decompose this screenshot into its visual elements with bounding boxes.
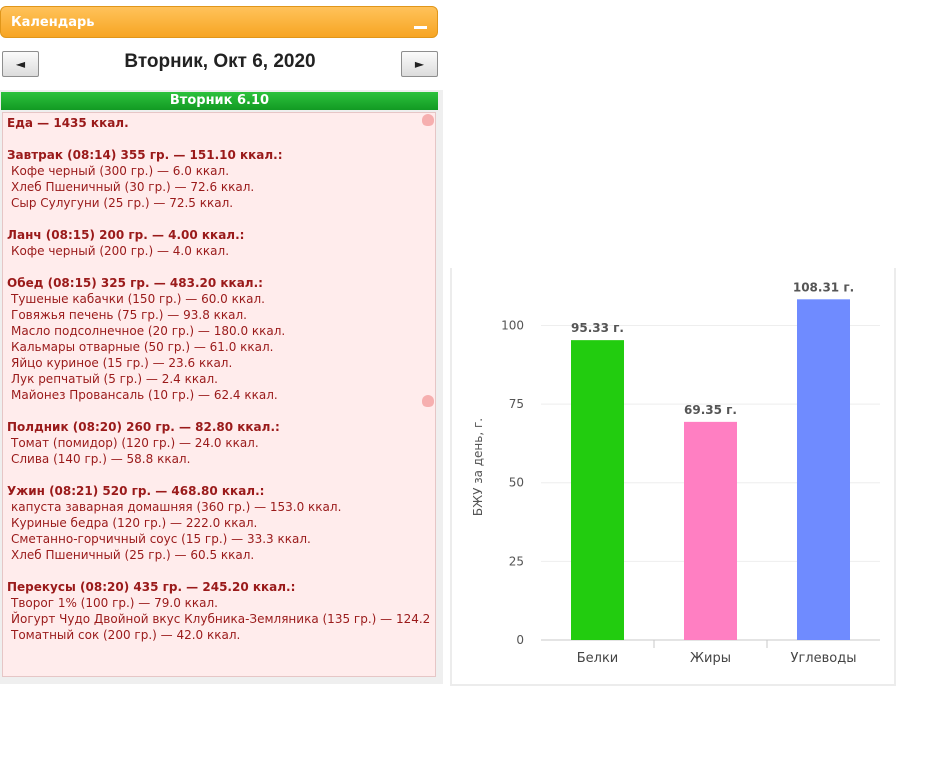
macros-chart: 0 25 50 75 100 БЖУ за день, г. 95.33 г. Белки 69…: [450, 268, 896, 686]
meal-header: Полдник (08:20) 260 гр. — 82.80 ккал.:: [7, 420, 280, 434]
meal-header: Ужин (08:21) 520 гр. — 468.80 ккал.:: [7, 484, 265, 498]
macros-bar-chart: 0 25 50 75 100 БЖУ за день, г. 95.33 г. Белки 69…: [471, 280, 880, 666]
meal-header: Перекусы (08:20) 435 гр. — 245.20 ккал.:: [7, 580, 296, 594]
food-item: капуста заварная домашняя (360 гр.) — 15…: [11, 500, 342, 514]
food-item: Масло подсолнечное (20 гр.) — 180.0 ккал…: [11, 324, 286, 338]
food-item: Кофе черный (200 гр.) — 4.0 ккал.: [11, 244, 230, 258]
meal-header: Обед (08:15) 325 гр. — 483.20 ккал.:: [7, 276, 263, 290]
day-bar: Вторник 6.10: [1, 92, 438, 110]
food-item: Хлеб Пшеничный (25 гр.) — 60.5 ккал.: [11, 548, 255, 562]
food-item: Хлеб Пшеничный (30 гр.) — 72.6 ккал.: [11, 180, 255, 194]
food-log-content: Еда — 1435 ккал. Завтрак (08:14) 355 гр.…: [7, 115, 435, 643]
food-item: Яйцо куриное (15 гр.) — 23.6 ккал.: [11, 356, 233, 370]
spacer: [7, 403, 435, 419]
food-item: Томат (помидор) (120 гр.) — 24.0 ккал.: [11, 436, 259, 450]
spacer: [7, 259, 435, 275]
data-label: 108.31 г.: [793, 280, 854, 294]
food-item: Лук репчатый (5 гр.) — 2.4 ккал.: [11, 372, 218, 386]
spacer: [7, 131, 435, 147]
food-item: Куриные бедра (120 гр.) — 222.0 ккал.: [11, 516, 258, 530]
bar-1: [571, 340, 624, 640]
y-tick-label: 100: [501, 318, 524, 332]
data-label: 95.33 г.: [571, 321, 624, 335]
food-item: Кальмары отварные (50 гр.) — 61.0 ккал.: [11, 340, 274, 354]
prev-day-button[interactable]: ◄: [2, 51, 39, 77]
food-item: Йогурт Чудо Двойной вкус Клубника-Землян…: [11, 612, 431, 626]
y-tick-label: 50: [509, 476, 524, 490]
food-total: Еда — 1435 ккал.: [7, 116, 129, 130]
spacer: [7, 211, 435, 227]
y-axis-label: БЖУ за день, г.: [471, 418, 485, 516]
day-panel: Вторник 6.10 Еда — 1435 ккал. Завтрак (0…: [0, 90, 443, 684]
food-item: Сметанно-горчичный соус (15 гр.) — 33.3 …: [11, 532, 311, 546]
spacer: [7, 467, 435, 483]
current-date: Вторник, Окт 6, 2020: [124, 51, 316, 72]
y-tick-label: 75: [509, 397, 524, 411]
date-navigation: ◄ Вторник, Окт 6, 2020 ►: [0, 40, 443, 90]
spacer: [7, 563, 435, 579]
x-tick-label: Жиры: [690, 651, 731, 666]
bar-2: [684, 421, 737, 640]
meal-header: Ланч (08:15) 200 гр. — 4.00 ккал.:: [7, 228, 245, 242]
food-item: Майонез Провансаль (10 гр.) — 62.4 ккал.: [11, 388, 278, 402]
x-tick-label: Углеводы: [791, 651, 857, 666]
y-tick-label: 0: [516, 633, 524, 647]
food-item: Кофе черный (300 гр.) — 6.0 ккал.: [11, 164, 230, 178]
x-tick-label: Белки: [577, 651, 619, 666]
food-item: Говяжья печень (75 гр.) — 93.8 ккал.: [11, 308, 247, 322]
day-food-log: Еда — 1435 ккал. Завтрак (08:14) 355 гр.…: [2, 112, 436, 677]
hand-pointer-icon[interactable]: [422, 395, 434, 407]
food-item: Томатный сок (200 гр.) — 42.0 ккал.: [11, 628, 241, 642]
y-tick-label: 25: [509, 554, 524, 568]
next-day-button[interactable]: ►: [401, 51, 438, 77]
food-item: Творог 1% (100 гр.) — 79.0 ккал.: [11, 596, 218, 610]
minimize-icon[interactable]: [414, 26, 427, 29]
calendar-header: Календарь: [0, 6, 438, 38]
bar-3: [797, 299, 850, 640]
food-item: Сыр Сулугуни (25 гр.) — 72.5 ккал.: [11, 196, 234, 210]
calendar-title: Календарь: [11, 15, 95, 30]
food-item: Слива (140 гр.) — 58.8 ккал.: [11, 452, 191, 466]
hand-pointer-icon[interactable]: [422, 114, 434, 126]
meal-header: Завтрак (08:14) 355 гр. — 151.10 ккал.:: [7, 148, 283, 162]
data-label: 69.35 г.: [684, 403, 737, 417]
food-item: Тушеные кабачки (150 гр.) — 60.0 ккал.: [11, 292, 265, 306]
